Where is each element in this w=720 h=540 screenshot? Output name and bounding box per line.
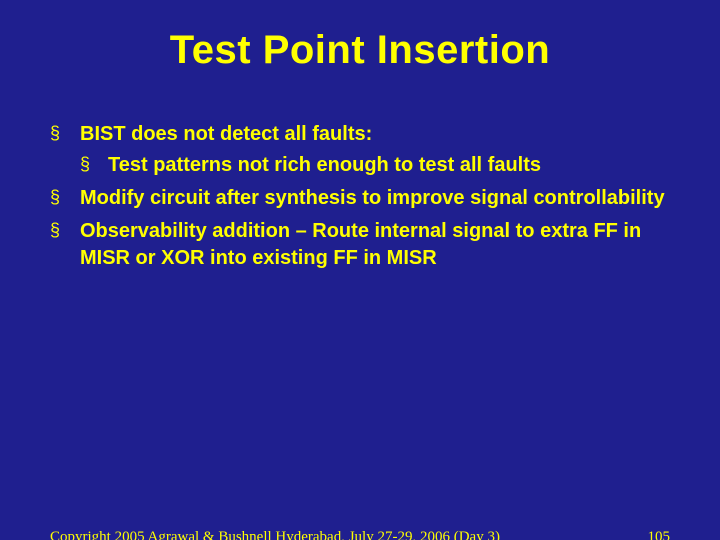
sub-bullet-list: Test patterns not rich enough to test al… [80, 152, 670, 179]
sub-bullet-text: Test patterns not rich enough to test al… [108, 154, 541, 176]
bullet-text: Observability addition – Route internal … [80, 220, 641, 269]
bullet-item: BIST does not detect all faults: Test pa… [50, 121, 670, 179]
slide-title: Test Point Insertion [0, 28, 720, 73]
bullet-list: BIST does not detect all faults: Test pa… [50, 121, 670, 272]
sub-bullet-item: Test patterns not rich enough to test al… [80, 152, 670, 179]
bullet-item: Observability addition – Route internal … [50, 218, 670, 272]
bullet-item: Modify circuit after synthesis to improv… [50, 185, 670, 212]
slide-footer: Copyright 2005 Agrawal & Bushnell Hydera… [50, 529, 670, 540]
slide-body: BIST does not detect all faults: Test pa… [0, 121, 720, 272]
bullet-text: BIST does not detect all faults: [80, 123, 372, 145]
bullet-text: Modify circuit after synthesis to improv… [80, 187, 665, 209]
slide-number: 105 [648, 529, 671, 540]
footer-copyright: Copyright 2005 Agrawal & Bushnell Hydera… [50, 529, 500, 540]
